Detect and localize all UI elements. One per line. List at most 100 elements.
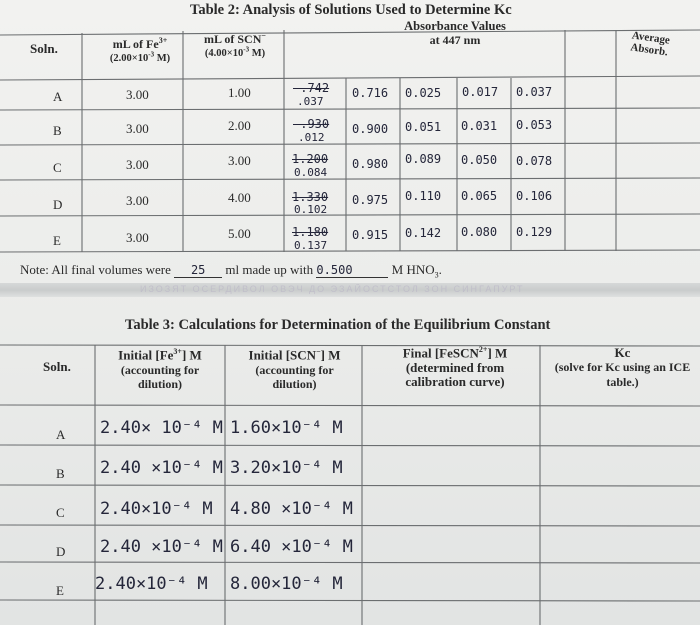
average-absorbance: 0.129 (516, 225, 553, 239)
note-volume: 25 (174, 263, 223, 278)
table2-soln: B (53, 123, 62, 138)
table2-soln: C (53, 160, 62, 175)
fe-charge: 3+ (158, 36, 168, 45)
absorbance-3: 0.089 (405, 152, 442, 166)
table2-header-scn: mL of SCN− (4.00×10-3 M) (195, 31, 275, 60)
final-label: Final [FeSCN (402, 345, 479, 361)
fe-conc-label: (2.00×10 (109, 53, 149, 65)
initial-scn-conc: 4.80 ×10⁻⁴ M (230, 499, 353, 519)
fe-initial-charge: 3+ (173, 347, 182, 356)
kc-note: (solve for Kc using an ICE table.) (554, 360, 691, 389)
absorbance-3: 0.051 (405, 120, 442, 134)
table2-scn-volume: 4.00 (228, 190, 251, 205)
table2-soln: D (53, 197, 63, 212)
table2-header-absorbance: Absorbance Values at 447 nm (375, 19, 535, 48)
table2-scn-volume: 2.00 (228, 118, 251, 133)
note-end: . (438, 262, 442, 277)
initial-fe-conc: 2.40×10⁻⁴ M (100, 499, 213, 519)
table2-soln: E (53, 233, 61, 248)
absorbance-4: 0.017 (462, 85, 499, 99)
scn-charge: − (261, 31, 266, 40)
absorbance-2: 0.915 (352, 228, 389, 242)
absorbance-2: 0.980 (352, 157, 389, 171)
table3-soln: D (56, 544, 66, 559)
scn-ml-label: mL of SCN (204, 32, 262, 46)
average-absorbance: 0.106 (516, 189, 553, 203)
table2-fe-volume: 3.00 (126, 230, 149, 245)
fe-initial-label: Initial [Fe (118, 347, 174, 363)
initial-fe-conc: 2.40 ×10⁻⁴ M (100, 537, 223, 557)
note-mid: ml made up with (225, 262, 314, 277)
table3-header-soln: Soln. (43, 359, 71, 374)
table2-fe-volume: 3.00 (126, 87, 149, 102)
note-concentration: 0.500 (316, 263, 389, 278)
fe-initial-unit: ] M (181, 347, 202, 363)
paper-fold (0, 283, 700, 297)
final-charge: 2+ (478, 345, 488, 354)
table3-header-fe: Initial [Fe3+] M (accounting for dilutio… (100, 347, 220, 391)
final-unit: ] M (487, 345, 508, 361)
table3-soln: B (56, 466, 65, 481)
fe-initial-note: (accounting for dilution) (120, 362, 200, 391)
absorbance-1: 0.084 (294, 166, 328, 179)
scn-initial-label: Initial [SCN (248, 347, 317, 363)
table2-scn-volume: 5.00 (228, 226, 251, 241)
absorbance-1: .012 (298, 131, 325, 144)
note-prefix: Note: All final volumes were (20, 262, 171, 277)
scn-initial-note: (accounting for dilution) (255, 362, 334, 391)
initial-fe-conc: 2.40×10⁻⁴ M (95, 574, 208, 594)
absorbance-1-struck: -.930 (293, 117, 330, 131)
scn-conc-exp: -3 (243, 45, 250, 54)
initial-fe-conc: 2.40 ×10⁻⁴ M (100, 458, 223, 478)
note-subscript: 3 (434, 270, 439, 280)
absorbance-1-struck: 1.330 (292, 190, 329, 204)
scn-initial-charge: − (316, 347, 321, 356)
table2-scn-volume: 3.00 (228, 153, 251, 168)
initial-scn-conc: 8.00×10⁻⁴ M (230, 574, 343, 594)
note-suffix: M HNO (391, 262, 435, 277)
table3-title: Table 3: Calculations for Determination … (125, 317, 551, 333)
table2-title: Table 2: Analysis of Solutions Used to D… (190, 2, 512, 18)
absorbance-3: 0.110 (405, 189, 442, 203)
absorbance-4: 0.031 (461, 119, 498, 133)
absorbance-1-struck: 1.200 (292, 152, 329, 166)
absorbance-3: 0.142 (405, 226, 442, 240)
table2-fe-volume: 3.00 (126, 157, 149, 172)
scn-initial-unit: ] M (320, 347, 341, 363)
absorbance-4: 0.080 (461, 225, 498, 239)
absorbance-1: .037 (297, 95, 324, 108)
absorbance-1-struck: -.742 (293, 81, 330, 95)
table3-header-scn: Initial [SCN−] M (accounting for dilutio… (232, 347, 357, 391)
absorbance-2: 0.900 (352, 122, 389, 136)
absorbance-1: 0.137 (294, 239, 328, 252)
table3-soln: E (56, 583, 64, 598)
table2-note: Note: All final volumes were 25 ml made … (20, 262, 442, 280)
absorbance-3: 0.025 (405, 86, 442, 100)
table2-fe-volume: 3.00 (126, 121, 149, 136)
absorbance-1: 0.102 (294, 203, 328, 216)
average-absorbance: 0.053 (516, 118, 553, 132)
fe-conc-unit: M) (154, 53, 171, 65)
absorbance-2: 0.716 (352, 86, 389, 100)
fe-ml-label: mL of Fe (112, 37, 159, 51)
table3-soln: C (56, 505, 65, 520)
table3-header-final: Final [FeSCN2+] M (determined from calib… (380, 345, 530, 389)
table3-header-kc: Kc (solve for Kc using an ICE table.) (550, 345, 695, 389)
table2-fe-volume: 3.00 (126, 193, 149, 208)
absorbance-4: 0.050 (461, 153, 498, 167)
table2-header-soln: Soln. (30, 41, 58, 56)
average-absorbance: 0.037 (516, 85, 553, 99)
absorbance-2: 0.975 (352, 193, 389, 207)
final-note: (determined from calibration curve) (405, 359, 505, 389)
initial-scn-conc: 1.60×10⁻⁴ M (230, 418, 343, 438)
table2-header-fe: mL of Fe3+ (2.00×10-3 M) (100, 36, 180, 65)
scn-conc-label: (4.00×10 (204, 48, 244, 60)
initial-fe-conc: 2.40× 10⁻⁴ M (100, 418, 223, 438)
average-absorbance: 0.078 (516, 154, 553, 168)
bleed-through-text: ИЗОЗЯТ ОСЕРДИВОЛ ОВЭЧ ДО ЭЗАЙОСТСТОЛ ЗОН… (140, 284, 525, 294)
fe-conc-exp: -3 (148, 50, 155, 59)
absorbance-label: Absorbance Values (404, 19, 506, 33)
initial-scn-conc: 6.40 ×10⁻⁴ M (230, 537, 353, 557)
